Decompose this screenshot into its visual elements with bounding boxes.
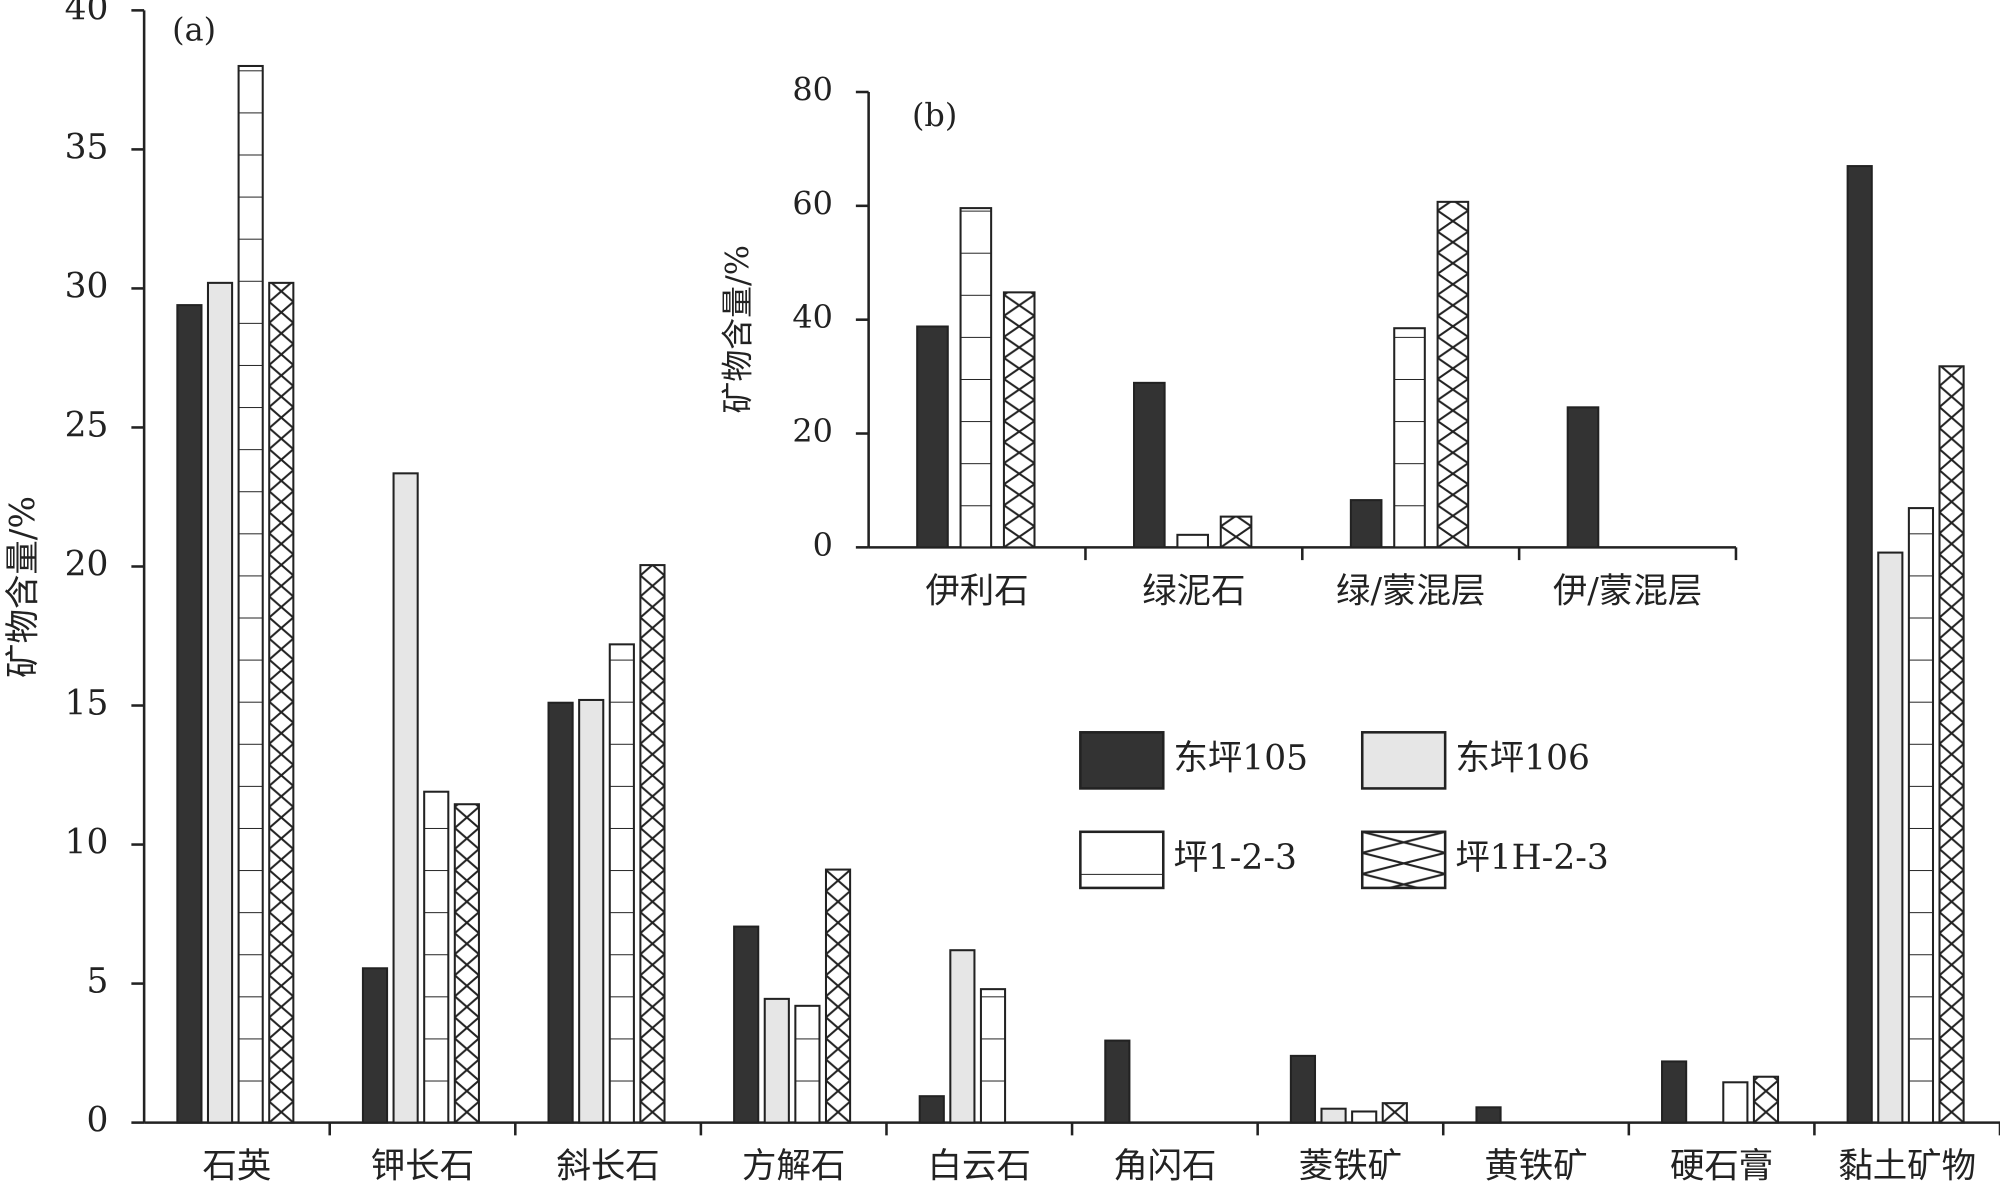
y-tick-label: 15 — [65, 684, 109, 724]
x-tick-label: 硬石膏 — [1670, 1147, 1773, 1184]
bar — [918, 1095, 945, 1124]
bar — [794, 1004, 821, 1124]
y-axis-label: 矿物含量/% — [718, 245, 756, 414]
bar — [361, 967, 389, 1124]
bar — [1320, 1107, 1347, 1124]
bar — [824, 868, 852, 1124]
y-tick-label: 25 — [65, 405, 109, 445]
y-tick-label: 80 — [792, 71, 833, 109]
bar — [639, 564, 666, 1124]
bar — [979, 988, 1007, 1124]
bar — [1877, 551, 1904, 1124]
panel-label: (a) — [172, 11, 216, 49]
bar — [1566, 406, 1600, 549]
x-tick-label: 绿/蒙混层 — [1336, 571, 1485, 611]
y-tick-label: 0 — [813, 526, 833, 564]
y-tick-label: 40 — [792, 298, 833, 336]
bar — [392, 472, 419, 1124]
bar — [547, 701, 574, 1124]
bar — [1381, 1102, 1408, 1124]
x-tick-label: 石英 — [202, 1147, 271, 1184]
bar — [1289, 1054, 1317, 1124]
x-tick-label: 绿泥石 — [1142, 571, 1245, 611]
x-tick-label: 斜长石 — [556, 1147, 659, 1184]
bar — [206, 281, 234, 1124]
y-tick-label: 60 — [792, 184, 833, 222]
x-tick-label: 白云石 — [928, 1147, 1031, 1184]
y-axis-label: 矿物含量/% — [4, 496, 44, 678]
bar — [1176, 533, 1209, 549]
x-tick-label: 钾长石 — [371, 1147, 474, 1184]
bar — [176, 304, 203, 1124]
legend-label: 坪1-2-3 — [1173, 838, 1296, 878]
bar — [1002, 291, 1036, 549]
bar — [453, 803, 480, 1124]
y-tick-label: 10 — [65, 823, 109, 863]
bar — [1722, 1081, 1749, 1124]
bar — [268, 281, 295, 1124]
x-tick-label: 伊/蒙混层 — [1553, 571, 1702, 611]
bar — [916, 325, 949, 549]
bar — [578, 698, 605, 1124]
bar — [1104, 1039, 1131, 1124]
bar — [608, 643, 635, 1124]
bar — [1219, 515, 1253, 549]
bar — [1393, 327, 1426, 549]
y-tick-label: 5 — [87, 962, 109, 1002]
bar — [1133, 381, 1166, 549]
bar — [733, 925, 760, 1124]
y-tick-label: 35 — [65, 127, 109, 167]
bar — [1846, 165, 1873, 1124]
y-tick-label: 0 — [87, 1101, 109, 1141]
bar — [763, 997, 790, 1124]
legend-label: 东坪106 — [1455, 738, 1590, 778]
bar — [237, 64, 264, 1124]
bar — [949, 949, 976, 1124]
bar — [1351, 1110, 1378, 1124]
legend-swatch — [1079, 830, 1165, 890]
x-tick-label: 黏土矿物 — [1838, 1147, 1976, 1184]
legend-swatch — [1360, 830, 1447, 890]
legend-swatch — [1079, 731, 1165, 790]
y-tick-label: 30 — [65, 266, 109, 306]
y-tick-label: 20 — [792, 412, 833, 450]
legend-swatch — [1360, 731, 1447, 790]
bar — [423, 790, 450, 1124]
bar — [1475, 1106, 1502, 1124]
bar — [1752, 1075, 1780, 1124]
legend-label: 坪1H-2-3 — [1455, 838, 1608, 878]
bar — [1938, 365, 1965, 1124]
y-tick-label: 20 — [65, 544, 109, 584]
x-tick-label: 黄铁矿 — [1484, 1147, 1587, 1184]
bar — [1349, 499, 1383, 549]
x-tick-label: 菱铁矿 — [1299, 1147, 1402, 1184]
bar — [959, 207, 993, 549]
bar — [1907, 507, 1935, 1124]
bar — [1436, 200, 1470, 549]
panel-label: (b) — [912, 96, 957, 134]
x-tick-label: 方解石 — [742, 1147, 845, 1184]
y-tick-label: 40 — [65, 0, 109, 28]
bar — [1661, 1060, 1688, 1124]
x-tick-label: 角闪石 — [1113, 1147, 1216, 1184]
legend-label: 东坪105 — [1173, 738, 1308, 778]
x-tick-label: 伊利石 — [925, 571, 1028, 611]
